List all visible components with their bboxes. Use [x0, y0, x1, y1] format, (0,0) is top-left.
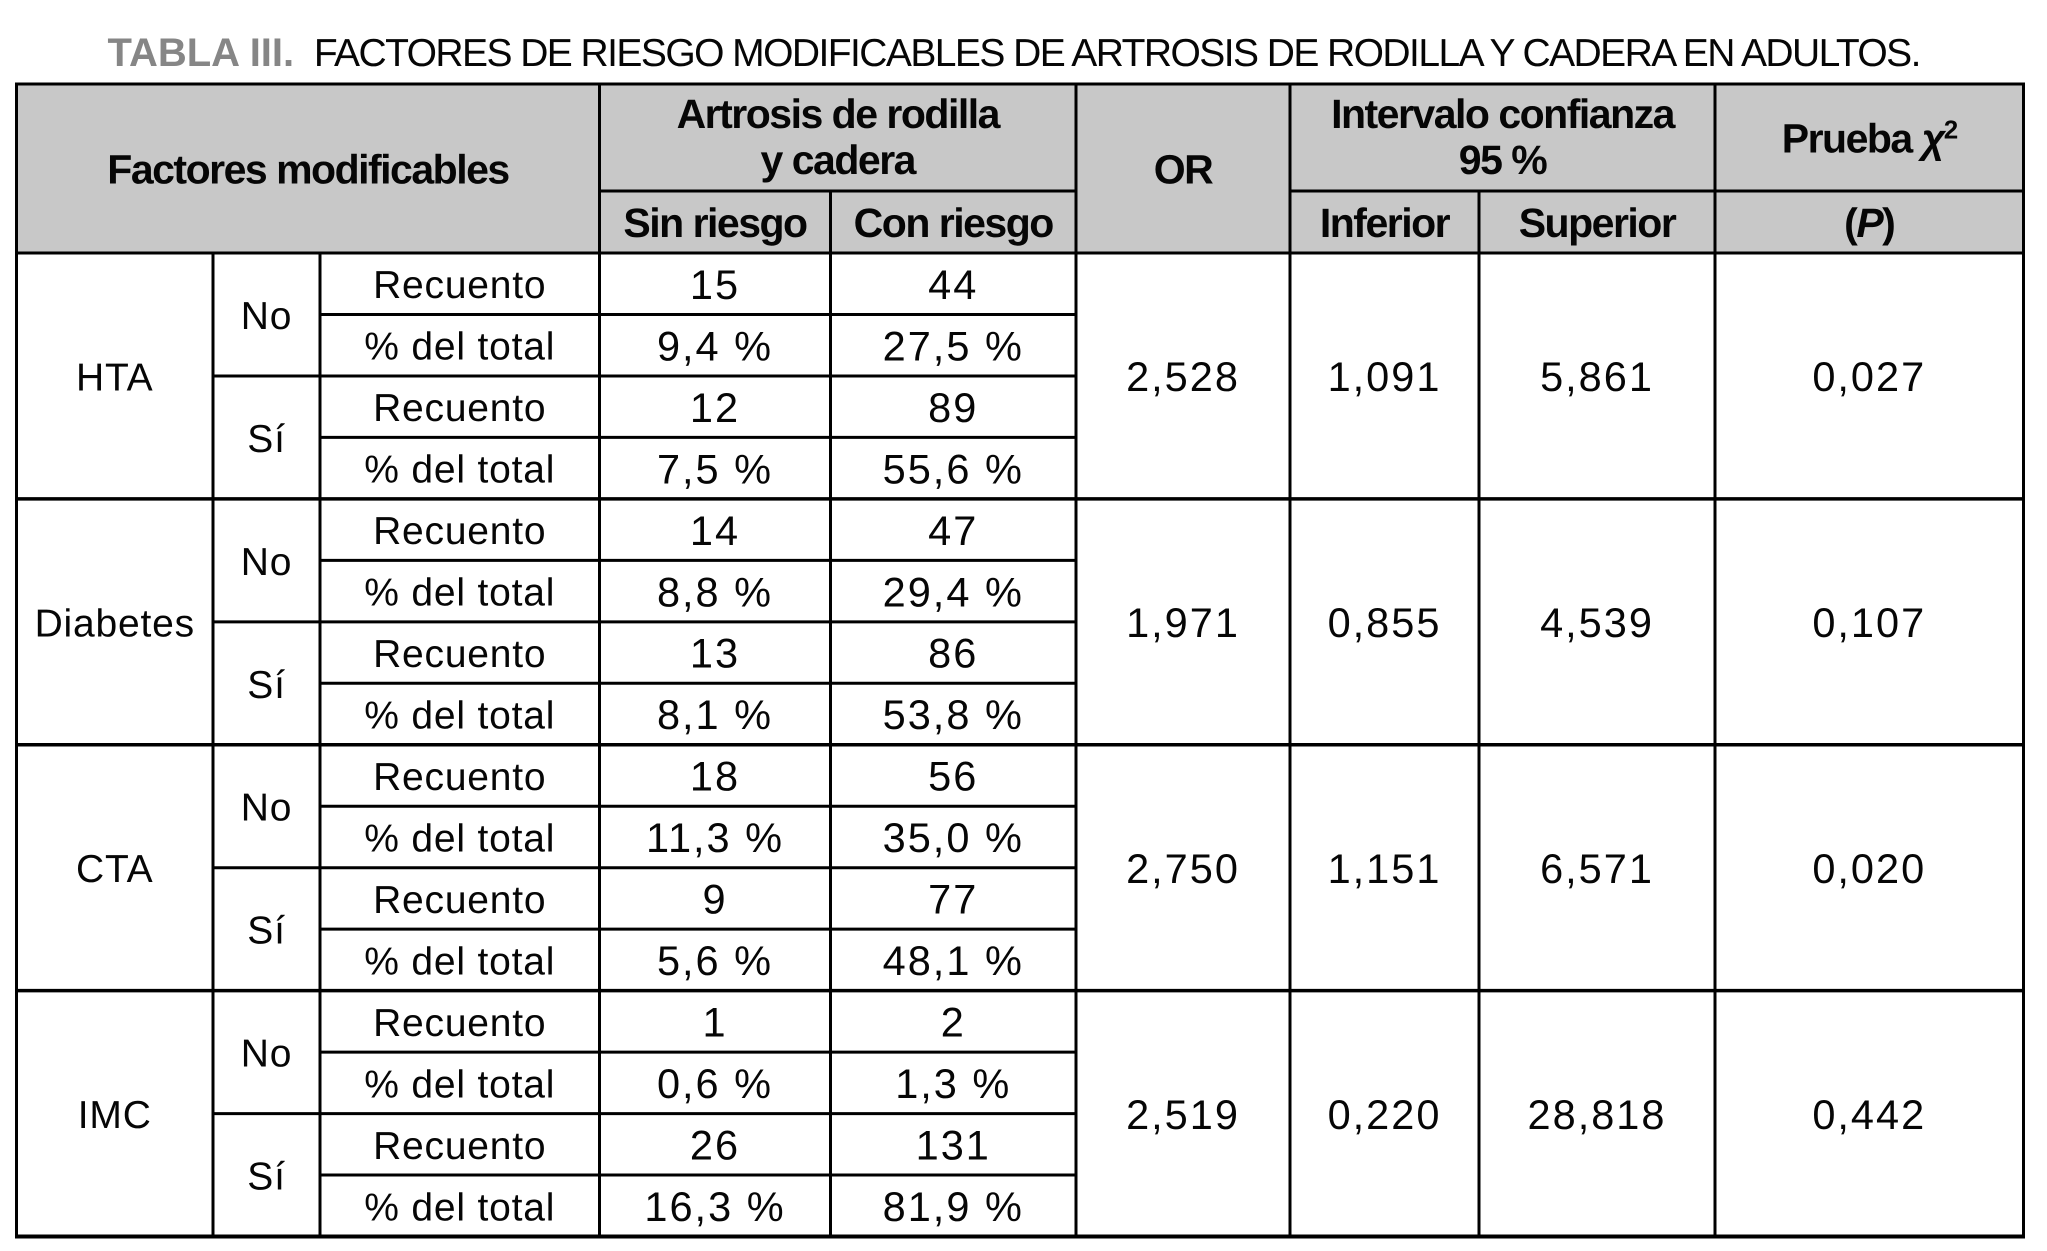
svg-text:Inferior: Inferior	[1320, 200, 1451, 246]
svg-text:26: 26	[690, 1122, 740, 1169]
svg-text:48,1 %: 48,1 %	[883, 937, 1024, 984]
svg-text:Intervalo confianza: Intervalo confianza	[1331, 91, 1677, 137]
svg-text:Diabetes: Diabetes	[35, 602, 195, 645]
svg-text:Recuento: Recuento	[373, 264, 546, 307]
svg-text:0,6 %: 0,6 %	[657, 1060, 773, 1107]
svg-text:Factores modificables: Factores modificables	[107, 147, 509, 193]
svg-text:95 %: 95 %	[1459, 137, 1547, 183]
svg-text:HTA: HTA	[76, 356, 154, 399]
svg-text:15: 15	[690, 261, 740, 308]
svg-text:% del total: % del total	[364, 1063, 555, 1106]
svg-text:9,4 %: 9,4 %	[657, 322, 773, 369]
svg-text:0,855: 0,855	[1328, 599, 1442, 646]
svg-text:0,020: 0,020	[1812, 845, 1926, 892]
svg-text:Recuento: Recuento	[373, 633, 546, 676]
svg-text:7,5 %: 7,5 %	[657, 445, 773, 492]
svg-text:No: No	[241, 541, 292, 584]
svg-text:8,8 %: 8,8 %	[657, 568, 773, 615]
svg-text:131: 131	[916, 1122, 991, 1169]
svg-text:y cadera: y cadera	[761, 137, 918, 183]
svg-text:No: No	[241, 1033, 292, 1076]
svg-text:1,091: 1,091	[1328, 353, 1442, 400]
svg-text:12: 12	[690, 384, 740, 431]
svg-text:13: 13	[690, 630, 740, 677]
svg-text:1,971: 1,971	[1126, 599, 1240, 646]
svg-text:0,442: 0,442	[1812, 1091, 1926, 1138]
svg-text:5,861: 5,861	[1540, 353, 1654, 400]
svg-text:Prueba χ2: Prueba χ2	[1782, 115, 1958, 162]
svg-text:47: 47	[928, 507, 978, 554]
svg-text:2,519: 2,519	[1126, 1091, 1240, 1138]
svg-text:Recuento: Recuento	[373, 879, 546, 922]
svg-text:6,571: 6,571	[1540, 845, 1654, 892]
svg-text:% del total: % del total	[364, 326, 555, 369]
svg-text:55,6 %: 55,6 %	[883, 445, 1024, 492]
svg-text:% del total: % del total	[364, 1186, 555, 1229]
svg-text:Recuento: Recuento	[373, 387, 546, 430]
svg-text:Sí: Sí	[247, 664, 285, 707]
svg-text:9: 9	[702, 876, 727, 923]
svg-text:0,220: 0,220	[1328, 1091, 1442, 1138]
svg-text:28,818: 28,818	[1528, 1091, 1667, 1138]
svg-text:Sí: Sí	[247, 910, 285, 953]
svg-text:53,8 %: 53,8 %	[883, 691, 1024, 738]
svg-text:81,9 %: 81,9 %	[883, 1183, 1024, 1230]
svg-text:0,107: 0,107	[1812, 599, 1926, 646]
svg-text:29,4 %: 29,4 %	[883, 568, 1024, 615]
svg-text:44: 44	[928, 261, 978, 308]
svg-text:% del total: % del total	[364, 572, 555, 615]
svg-text:No: No	[241, 787, 292, 830]
svg-text:14: 14	[690, 507, 740, 554]
svg-text:2,528: 2,528	[1126, 353, 1240, 400]
svg-text:IMC: IMC	[78, 1094, 152, 1137]
svg-text:5,6 %: 5,6 %	[657, 937, 773, 984]
svg-text:1: 1	[702, 999, 727, 1046]
svg-text:Sí: Sí	[247, 1156, 285, 1199]
svg-text:CTA: CTA	[76, 848, 154, 891]
svg-text:Artrosis de rodilla: Artrosis de rodilla	[677, 91, 1002, 137]
svg-text:(P): (P)	[1844, 200, 1894, 246]
svg-text:86: 86	[928, 630, 978, 677]
svg-text:56: 56	[928, 753, 978, 800]
svg-text:8,1 %: 8,1 %	[657, 691, 773, 738]
svg-text:% del total: % del total	[364, 449, 555, 492]
svg-text:11,3 %: 11,3 %	[646, 814, 784, 861]
svg-text:1,3 %: 1,3 %	[895, 1060, 1011, 1107]
svg-text:16,3 %: 16,3 %	[644, 1183, 785, 1230]
svg-text:Recuento: Recuento	[373, 756, 546, 799]
svg-text:1,151: 1,151	[1328, 845, 1442, 892]
svg-text:Recuento: Recuento	[373, 510, 546, 553]
svg-text:0,027: 0,027	[1812, 353, 1926, 400]
svg-text:No: No	[241, 295, 292, 338]
svg-text:77: 77	[928, 876, 978, 923]
svg-text:OR: OR	[1154, 147, 1213, 193]
svg-text:Superior: Superior	[1519, 200, 1677, 246]
svg-text:% del total: % del total	[364, 940, 555, 983]
svg-text:Sí: Sí	[247, 418, 285, 461]
svg-text:2,750: 2,750	[1126, 845, 1240, 892]
svg-text:4,539: 4,539	[1540, 599, 1654, 646]
svg-text:Recuento: Recuento	[373, 1002, 546, 1045]
svg-text:18: 18	[690, 753, 740, 800]
svg-text:Recuento: Recuento	[373, 1125, 546, 1168]
svg-text:Sin riesgo: Sin riesgo	[623, 200, 807, 246]
svg-text:35,0 %: 35,0 %	[883, 814, 1024, 861]
svg-text:% del total: % del total	[364, 818, 555, 861]
svg-text:% del total: % del total	[364, 695, 555, 738]
svg-text:27,5 %: 27,5 %	[883, 322, 1024, 369]
svg-text:2: 2	[941, 999, 966, 1046]
svg-text:Con riesgo: Con riesgo	[854, 200, 1054, 246]
svg-text:89: 89	[928, 384, 978, 431]
svg-text:TABLA III. FACTORES DE RIESGO: TABLA III. FACTORES DE RIESGO MODIFICABL…	[108, 31, 1920, 75]
